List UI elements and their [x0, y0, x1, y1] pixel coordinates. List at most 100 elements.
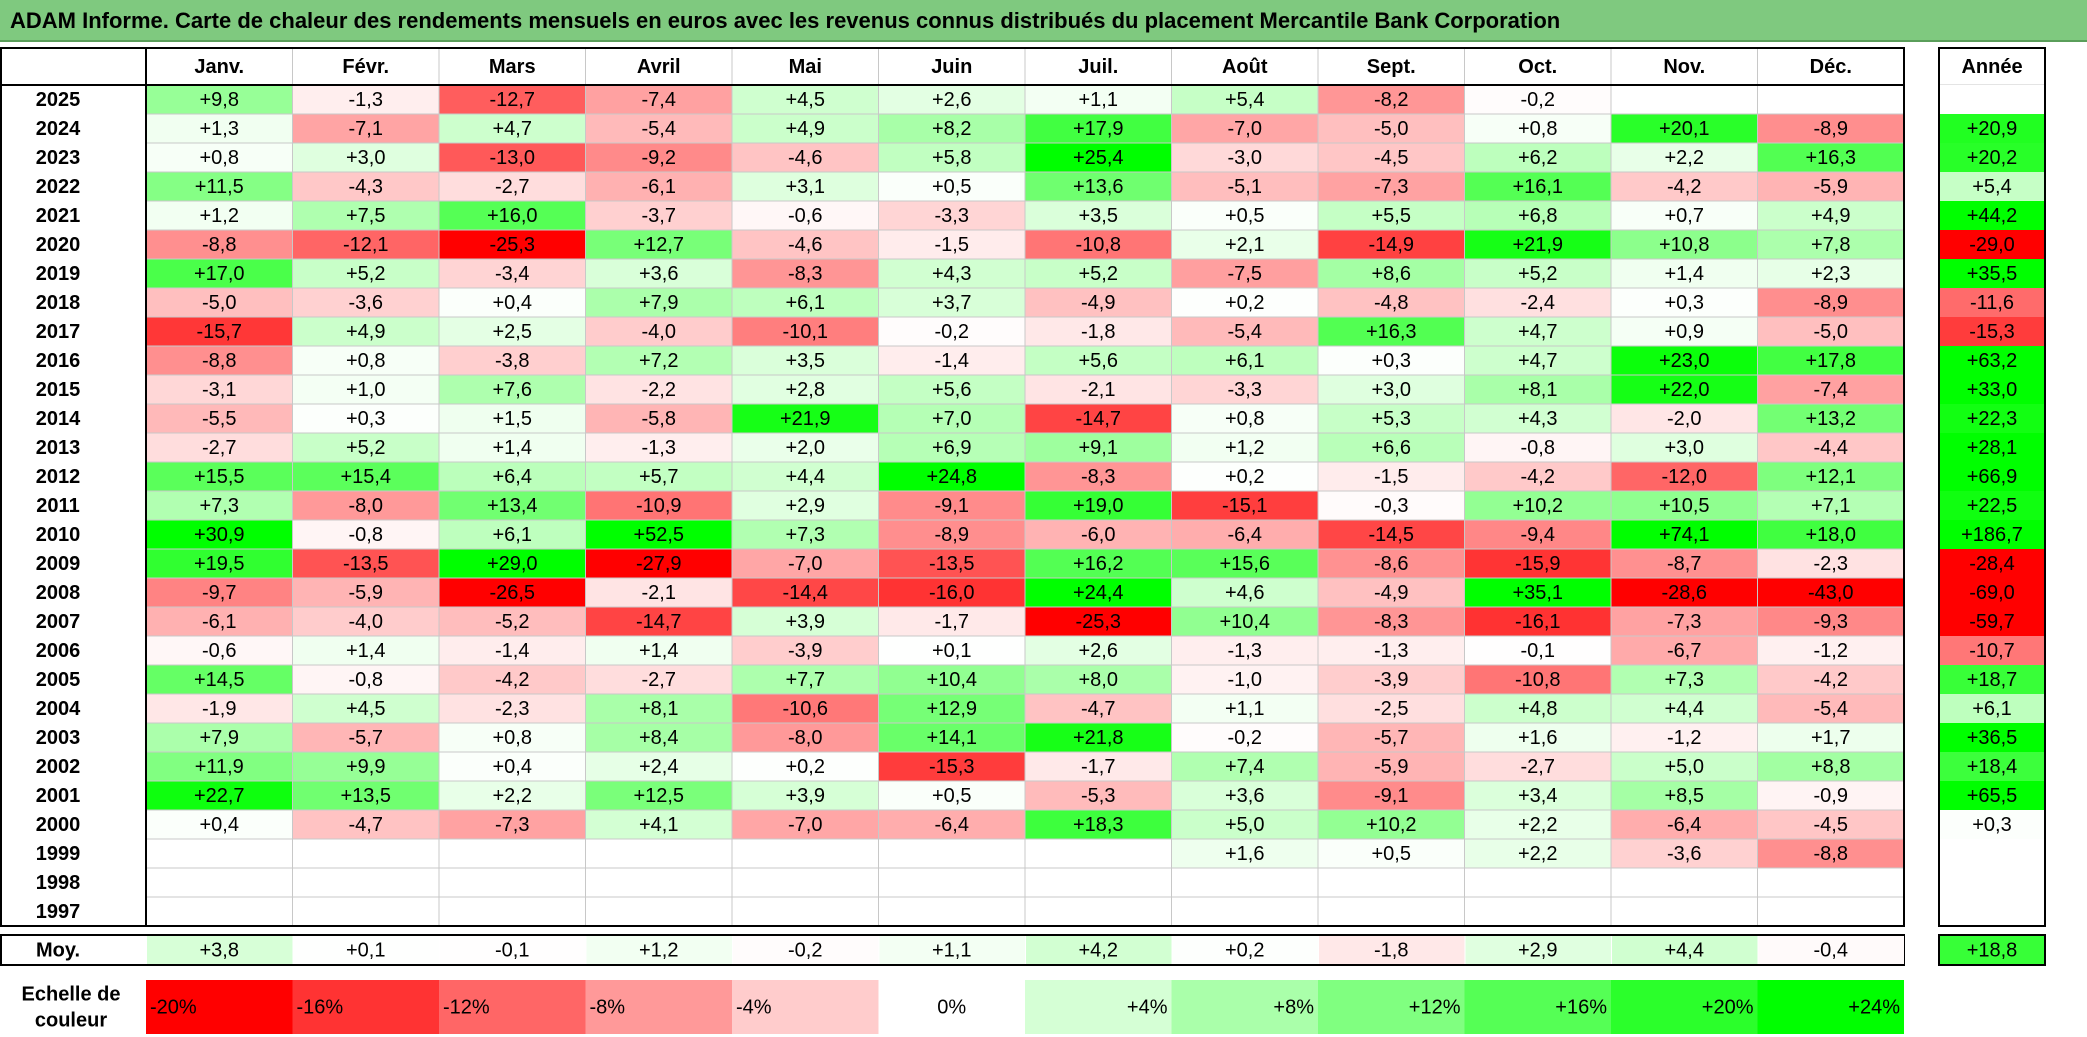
heatmap-value-2017-11: -5,0 [1814, 321, 1848, 343]
table-border [0, 47, 1905, 927]
heatmap-cell-1999-7 [1171, 838, 1319, 869]
heatmap-value-2024-7: -7,0 [1228, 118, 1262, 140]
heatmap-value-2011-11: +7,1 [1811, 495, 1850, 517]
heatmap-value-2019-0: +17,0 [194, 263, 245, 285]
heatmap-cell-1999-2 [438, 838, 586, 869]
annual-cell-2017 [1939, 317, 2045, 346]
scale-swatch-8 [1318, 980, 1465, 1034]
heatmap-cell-2000-6 [1024, 809, 1172, 840]
heatmap-cell-2012-10 [1610, 461, 1758, 492]
heatmap-cell-2017-2 [438, 316, 586, 347]
heatmap-value-2024-2: +4,7 [493, 118, 532, 140]
heatmap-cell-2016-11 [1757, 345, 1905, 376]
heatmap-cell-2003-8 [1317, 722, 1465, 753]
annual-value-2003: +36,5 [1967, 727, 2018, 749]
month-header-6: Juil. [1078, 56, 1118, 78]
heatmap-value-2007-5: -1,7 [935, 611, 969, 633]
heatmap-cell-2014-5 [878, 403, 1026, 434]
heatmap-value-2006-4: -3,9 [788, 640, 822, 662]
heatmap-value-2008-5: -16,0 [929, 582, 975, 604]
heatmap-cell-2014-1 [292, 403, 440, 434]
heatmap-value-2009-1: -13,5 [343, 553, 389, 575]
month-header-cell [1757, 47, 1905, 86]
heatmap-value-2009-0: +19,5 [194, 553, 245, 575]
heatmap-value-2005-4: +7,7 [786, 669, 825, 691]
heatmap-value-2003-8: -5,7 [1374, 727, 1408, 749]
heatmap-cell-2011-0 [145, 490, 293, 521]
heatmap-value-2016-7: +6,1 [1225, 350, 1264, 372]
year-label-2014: 2014 [36, 408, 81, 430]
heatmap-value-2024-5: +8,2 [932, 118, 971, 140]
annual-cell-2024 [1939, 114, 2045, 143]
heatmap-value-2009-6: +16,2 [1073, 553, 1124, 575]
heatmap-cell-2023-2 [438, 142, 586, 173]
heatmap-cell-2009-11 [1757, 548, 1905, 579]
annual-cell-2002 [1939, 752, 2045, 781]
scale-label-8: +12% [1409, 996, 1461, 1018]
heatmap-value-2006-3: +1,4 [639, 640, 678, 662]
heatmap-value-2008-2: -26,5 [489, 582, 535, 604]
annual-value-2021: +44,2 [1967, 205, 2018, 227]
heatmap-value-2012-11: +12,1 [1805, 466, 1856, 488]
average-cell-0 [147, 936, 293, 964]
heatmap-cell-2025-8 [1317, 84, 1465, 115]
heatmap-cell-2005-5 [878, 664, 1026, 695]
annual-cell-2022 [1939, 172, 2045, 201]
heatmap-cell-2000-10 [1610, 809, 1758, 840]
heatmap-cell-2022-2 [438, 171, 586, 202]
heatmap-value-2025-3: -7,4 [642, 89, 676, 111]
average-value-1: +0,1 [346, 939, 385, 961]
average-cell-10 [1612, 936, 1758, 964]
heatmap-value-2022-2: -2,7 [495, 176, 529, 198]
scale-swatch-10 [1611, 980, 1758, 1034]
heatmap-value-2006-2: -1,4 [495, 640, 529, 662]
heatmap-value-2010-3: +52,5 [633, 524, 684, 546]
average-value-11: -0,4 [1814, 939, 1848, 961]
heatmap-value-2017-10: +0,9 [1665, 321, 1704, 343]
heatmap-cell-1997-10 [1610, 896, 1758, 927]
heatmap-value-1999-9: +2,2 [1518, 843, 1557, 865]
heatmap-value-2009-8: -8,6 [1374, 553, 1408, 575]
heatmap-cell-2002-8 [1317, 751, 1465, 782]
heatmap-value-2024-3: -5,4 [642, 118, 676, 140]
heatmap-value-2025-0: +9,8 [200, 89, 239, 111]
annual-value-2005: +18,7 [1967, 669, 2018, 691]
heatmap-value-2002-5: -15,3 [929, 756, 975, 778]
heatmap-value-2011-5: -9,1 [935, 495, 969, 517]
heatmap-value-2014-0: -5,5 [202, 408, 236, 430]
heatmap-value-2020-6: -10,8 [1075, 234, 1121, 256]
heatmap-value-2024-10: +20,1 [1659, 118, 1710, 140]
month-header-1: Févr. [342, 56, 389, 78]
heatmap-value-2021-8: +5,5 [1372, 205, 1411, 227]
scale-swatch-3 [585, 980, 732, 1034]
heatmap-cell-2019-0 [145, 258, 293, 289]
month-header-cell [438, 47, 586, 86]
heatmap-cell-2003-2 [438, 722, 586, 753]
heatmap-value-2000-3: +4,1 [639, 814, 678, 836]
heatmap-cell-2015-4 [731, 374, 879, 405]
heatmap-value-2007-3: -14,7 [636, 611, 682, 633]
heatmap-cell-2019-5 [878, 258, 1026, 289]
annual-cell-2006 [1939, 636, 2045, 665]
heatmap-value-2015-3: -2,2 [642, 379, 676, 401]
heatmap-cell-2019-1 [292, 258, 440, 289]
heatmap-cell-2014-0 [145, 403, 293, 434]
average-cell-1 [293, 936, 439, 964]
month-header-8: Sept. [1367, 56, 1416, 78]
heatmap-cell-2014-10 [1610, 403, 1758, 434]
heatmap-value-2015-11: -7,4 [1814, 379, 1848, 401]
heatmap-cell-2013-11 [1757, 432, 1905, 463]
heatmap-cell-1999-0 [145, 838, 293, 869]
heatmap-value-2021-1: +7,5 [346, 205, 385, 227]
heatmap-cell-2021-4 [731, 200, 879, 231]
year-label-2017: 2017 [36, 321, 81, 343]
heatmap-value-2023-5: +5,8 [932, 147, 971, 169]
heatmap-cell-2013-7 [1171, 432, 1319, 463]
heatmap-value-2019-6: +5,2 [1079, 263, 1118, 285]
heatmap-value-2010-7: -6,4 [1228, 524, 1262, 546]
heatmap-value-2010-5: -8,9 [935, 524, 969, 546]
heatmap-cell-2023-4 [731, 142, 879, 173]
heatmap-cell-1999-5 [878, 838, 1026, 869]
heatmap-value-2004-0: -1,9 [202, 698, 236, 720]
heatmap-cell-2023-5 [878, 142, 1026, 173]
